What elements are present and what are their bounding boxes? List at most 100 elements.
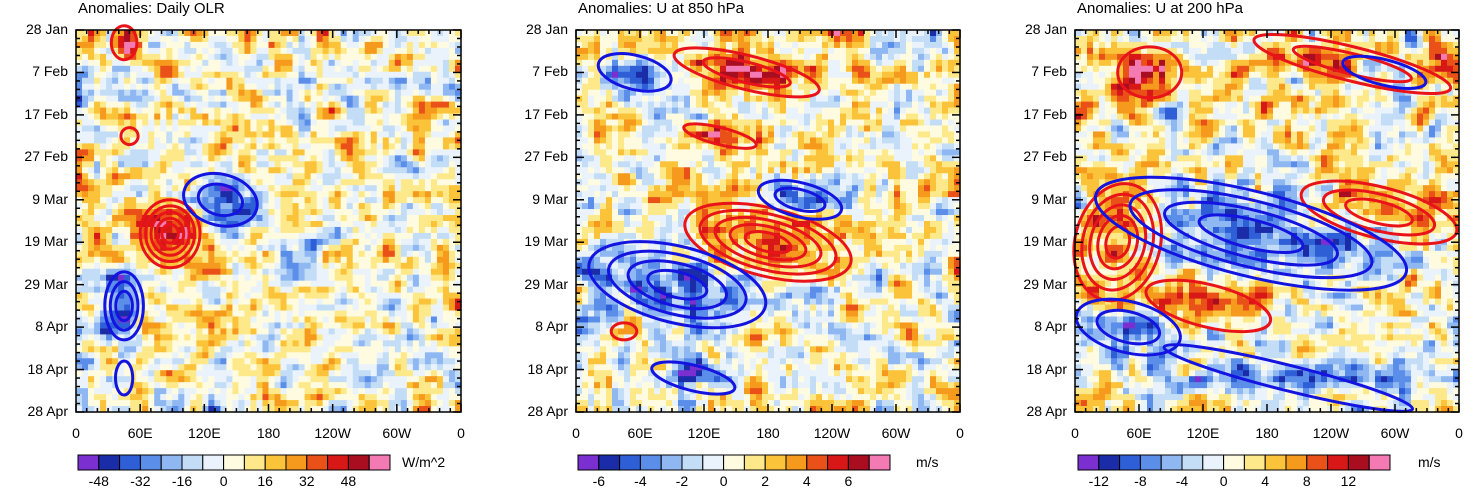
x-tick-label: 60E <box>627 425 653 441</box>
shaded-field <box>576 30 961 413</box>
x-tick-label: 60W <box>1380 425 1410 441</box>
colorbar-label: -16 <box>171 473 193 489</box>
colorbar-units: m/s <box>1418 454 1441 470</box>
y-tick-label: 28 Jan <box>1024 21 1067 37</box>
x-tick-label: 60W <box>382 425 412 441</box>
colorbar-box <box>660 454 683 471</box>
colorbar-box <box>98 454 121 471</box>
y-tick-label: 19 Mar <box>524 233 568 250</box>
colorbar-box <box>1223 454 1245 471</box>
y-tick-label: 18 Apr <box>527 360 568 377</box>
colorbar-label: 16 <box>257 473 273 489</box>
colorbar-box <box>598 454 621 471</box>
y-tick-label: 29 Mar <box>1023 275 1067 292</box>
colorbar-label: 4 <box>1261 473 1270 489</box>
colorbar-box <box>1306 454 1329 471</box>
negative-contour-1-level-4 <box>646 268 709 301</box>
shaded-field <box>76 30 462 413</box>
y-tick-label: 28 Jan <box>25 21 68 37</box>
y-tick-label: 8 Apr <box>535 318 568 335</box>
panel-title: Anomalies: U at 200 hPa <box>1077 0 1243 17</box>
colorbar-box <box>577 454 600 471</box>
colorbar-box <box>743 454 766 471</box>
colorbar-box <box>1160 454 1183 471</box>
negative-contour-3-level-1 <box>596 52 673 93</box>
y-tick-label: 17 Feb <box>524 105 568 122</box>
negative-contour-1-level-4 <box>1197 213 1305 255</box>
y-tick-label: 28 Apr <box>527 403 568 419</box>
colorbar-label: -8 <box>1134 473 1147 489</box>
colorbar-box <box>847 454 870 471</box>
colorbar-box <box>347 454 370 471</box>
colorbar-label: -2 <box>675 473 689 489</box>
colorbar-label: 0 <box>1219 473 1228 489</box>
negative-contour-2-level-2 <box>1095 308 1162 346</box>
colorbar-label: 2 <box>761 473 770 489</box>
y-tick-label: 19 Mar <box>1023 233 1067 250</box>
negative-contour-4-level-1 <box>650 360 737 396</box>
colorbar-label: 32 <box>299 473 315 489</box>
x-tick-label: 120E <box>1186 425 1220 441</box>
positive-contour-3-level-2 <box>1291 44 1413 84</box>
colorbar-box <box>1077 454 1100 471</box>
colorbar-label: 6 <box>844 473 853 489</box>
colorbar-label: 48 <box>340 473 357 489</box>
colorbar-box <box>285 454 308 471</box>
positive-contour-2-level-2 <box>1321 188 1437 237</box>
colorbar-label: 0 <box>719 473 728 489</box>
colorbar-label: -32 <box>130 473 151 489</box>
colorbar-box <box>1264 454 1287 471</box>
x-tick-label: 0 <box>1455 425 1463 441</box>
negative-contour-1-level-1 <box>1093 175 1409 292</box>
colorbar <box>77 454 391 471</box>
colorbar-box <box>181 454 204 471</box>
negative-contour-2-level-1 <box>756 178 844 221</box>
y-tick-label: 28 Apr <box>27 403 68 419</box>
colorbar-label: -48 <box>88 473 109 489</box>
positive-contour-1-level-3 <box>713 215 823 269</box>
y-tick-label: 27 Feb <box>524 148 568 165</box>
x-tick-label: 120W <box>314 425 351 441</box>
positive-contour-4-level-1 <box>609 321 639 342</box>
positive-contour-1-level-4 <box>1096 214 1140 271</box>
x-tick-label: 0 <box>956 425 964 441</box>
x-tick-label: 60E <box>127 425 153 441</box>
negative-contour-2-level-2 <box>108 280 140 332</box>
x-tick-label: 0 <box>457 425 465 441</box>
panel-title: Anomalies: U at 850 hPa <box>578 0 744 17</box>
y-tick-label: 9 Mar <box>1031 190 1067 207</box>
colorbar-box <box>827 454 849 471</box>
y-tick-label: 28 Apr <box>1026 403 1067 419</box>
colorbar-label: -6 <box>592 473 606 489</box>
negative-contour-1-level-2 <box>196 182 245 218</box>
positive-contour-1-level-4 <box>728 223 808 262</box>
colorbar-box <box>868 454 891 471</box>
colorbar-box <box>368 454 391 471</box>
x-tick-label: 60E <box>1126 425 1152 441</box>
colorbar-box <box>619 454 641 471</box>
colorbar-box <box>223 454 245 471</box>
negative-contour-1-level-3 <box>1163 200 1339 267</box>
positive-contour-1-level-3 <box>1088 203 1148 281</box>
positive-contour-2-level-2 <box>701 56 792 89</box>
y-tick-label: 17 Feb <box>24 105 68 122</box>
y-tick-label: 8 Apr <box>35 318 68 335</box>
colorbar-box <box>764 454 787 471</box>
y-tick-label: 18 Apr <box>27 360 68 377</box>
positive-contour-2-level-1 <box>109 24 139 62</box>
panel-1 <box>75 24 462 413</box>
y-tick-label: 7 Feb <box>32 63 68 80</box>
negative-contour-3-level-1 <box>114 359 135 397</box>
y-tick-label: 17 Feb <box>1023 105 1067 122</box>
x-tick-label: 120E <box>187 425 221 441</box>
negative-contour-1-level-1 <box>182 171 259 228</box>
colorbar-box <box>785 454 808 471</box>
y-tick-label: 7 Feb <box>1031 63 1067 80</box>
colorbar-box <box>306 454 329 471</box>
colorbar-box <box>1285 454 1308 471</box>
positive-contour-2-level-1 <box>1299 179 1459 246</box>
negative-contour-2-level-2 <box>773 186 827 213</box>
negative-contour-2-level-3 <box>114 289 134 322</box>
negative-contour-1-level-1 <box>587 240 768 330</box>
